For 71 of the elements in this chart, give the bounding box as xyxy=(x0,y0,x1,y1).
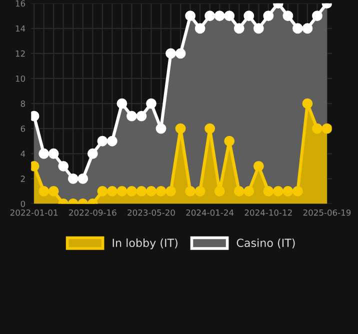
point xyxy=(302,98,313,109)
point xyxy=(292,23,303,34)
point xyxy=(146,186,156,196)
point xyxy=(302,23,313,34)
point xyxy=(78,173,88,184)
point xyxy=(106,136,118,146)
point xyxy=(48,148,59,159)
point xyxy=(136,186,147,196)
point xyxy=(272,186,284,196)
point xyxy=(263,186,274,196)
point xyxy=(282,186,294,196)
y-tick-label: 8 xyxy=(20,100,26,107)
point xyxy=(38,186,50,196)
point xyxy=(58,160,69,172)
legend-label: Casino (IT) xyxy=(236,238,295,248)
point xyxy=(166,186,176,196)
point xyxy=(175,48,186,59)
point xyxy=(156,123,166,134)
point xyxy=(97,136,108,146)
x-tick-label: 2022-09-16 xyxy=(69,209,116,216)
point xyxy=(185,10,196,22)
y-tick-label: 14 xyxy=(16,25,26,32)
y-tick-label: 2 xyxy=(20,176,25,182)
point xyxy=(116,98,128,109)
point xyxy=(146,98,156,109)
point xyxy=(116,186,128,196)
point xyxy=(292,186,303,196)
y-tick-label: 16 xyxy=(16,0,26,7)
point xyxy=(97,186,108,196)
point xyxy=(234,23,244,34)
point xyxy=(312,123,322,134)
point xyxy=(224,10,235,22)
point xyxy=(322,123,332,134)
legend-label: In lobby (IT) xyxy=(112,238,178,250)
point xyxy=(175,123,186,134)
point xyxy=(244,186,254,196)
y-tick-label: 10 xyxy=(16,75,26,82)
point xyxy=(204,123,216,134)
y-tick-label: 12 xyxy=(16,50,25,57)
point xyxy=(136,110,147,122)
point xyxy=(126,186,137,196)
point xyxy=(244,10,254,22)
point xyxy=(194,186,206,196)
x-tick-label: 2023-05-20 xyxy=(128,209,175,216)
x-tick-label: 2024-01-24 xyxy=(186,209,234,216)
point xyxy=(126,110,137,122)
point xyxy=(234,186,244,196)
point xyxy=(214,10,225,22)
x-tick-label: 2022-01-01 xyxy=(10,209,58,216)
point xyxy=(204,10,216,22)
point xyxy=(87,148,98,159)
point xyxy=(48,186,59,196)
y-tick-label: 0 xyxy=(20,200,26,208)
y-tick-label: 4 xyxy=(20,150,26,157)
point xyxy=(263,10,274,22)
point xyxy=(68,173,78,184)
y-tick-label: 6 xyxy=(20,126,26,132)
point xyxy=(253,23,264,34)
point xyxy=(253,160,264,172)
point xyxy=(185,186,196,196)
x-tick-label: 2025-06-19 xyxy=(303,209,351,216)
point xyxy=(156,186,166,196)
point xyxy=(166,48,176,59)
point xyxy=(106,186,118,196)
point xyxy=(194,23,206,34)
point xyxy=(38,148,50,159)
point xyxy=(282,10,294,22)
point xyxy=(312,10,322,22)
point xyxy=(214,186,225,196)
x-tick-label: 2024-10-12 xyxy=(244,209,292,216)
point xyxy=(224,136,235,146)
